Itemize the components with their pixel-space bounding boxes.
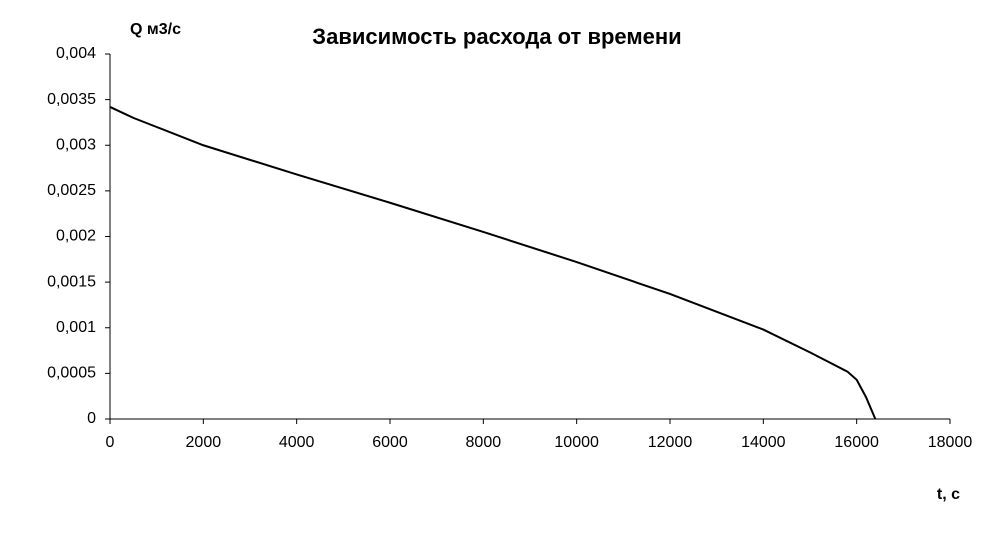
x-tick-label: 10000 [554, 434, 599, 451]
x-axis-label: t, с [937, 486, 960, 503]
x-tick-label: 12000 [648, 434, 693, 451]
y-axis-label: Q м3/с [130, 21, 181, 38]
y-tick-label: 0,002 [56, 228, 96, 245]
x-tick-label: 2000 [186, 434, 222, 451]
y-tick-label: 0,0005 [47, 365, 96, 382]
x-tick-label: 4000 [279, 434, 315, 451]
x-tick-label: 6000 [372, 434, 408, 451]
y-tick-label: 0 [87, 410, 96, 427]
x-tick-label: 8000 [466, 434, 502, 451]
y-tick-label: 0,001 [56, 319, 96, 336]
chart-title: Зависимость расхода от времени [312, 24, 681, 49]
data-line [109, 106, 877, 420]
y-tick-label: 0,004 [56, 45, 96, 62]
x-tick-label: 18000 [928, 434, 973, 451]
x-tick-label: 14000 [741, 434, 786, 451]
x-tick-label: 16000 [834, 434, 879, 451]
y-tick-label: 0,0015 [47, 273, 96, 290]
y-tick-label: 0,0035 [47, 91, 96, 108]
x-tick-label: 0 [106, 434, 115, 451]
y-tick-label: 0,0025 [47, 182, 96, 199]
y-tick-label: 0,003 [56, 136, 96, 153]
